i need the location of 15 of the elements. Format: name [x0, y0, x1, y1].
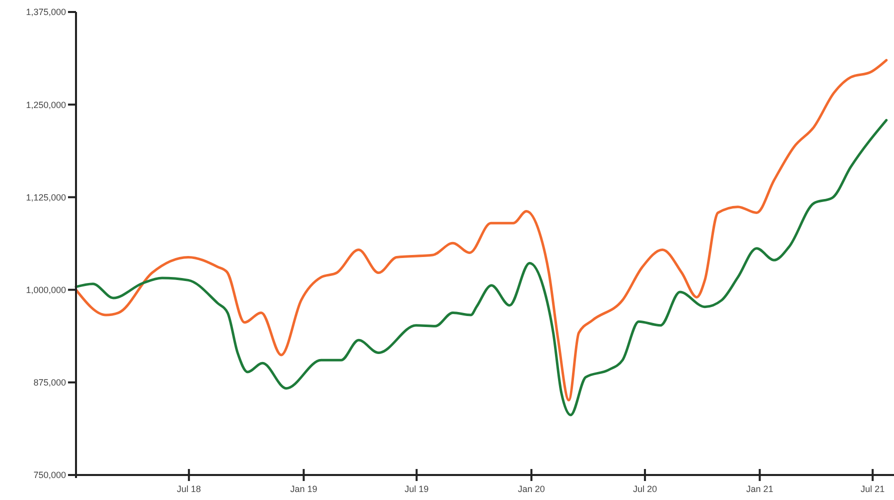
- y-tick-label: 750,000: [33, 470, 66, 480]
- y-tick-label: 1,125,000: [26, 192, 66, 202]
- y-tick-label: 1,000,000: [26, 284, 66, 295]
- y-tick-label: 1,375,000: [26, 7, 66, 18]
- x-tick-label: Jan 21: [746, 484, 774, 494]
- x-tick-label: Jan 20: [518, 484, 545, 494]
- line-series: [74, 58, 888, 402]
- x-tick-label: Jul 18: [176, 484, 201, 494]
- x-tick-label: Jul 20: [632, 484, 657, 494]
- line-series: [74, 118, 888, 416]
- y-tick-label: 1,250,000: [26, 100, 66, 110]
- x-tick-label: Jul 21: [860, 484, 885, 494]
- x-tick-label: Jul 19: [404, 484, 429, 494]
- y-tick-label: 875,000: [33, 378, 66, 388]
- x-tick-label: Jan 19: [290, 484, 318, 494]
